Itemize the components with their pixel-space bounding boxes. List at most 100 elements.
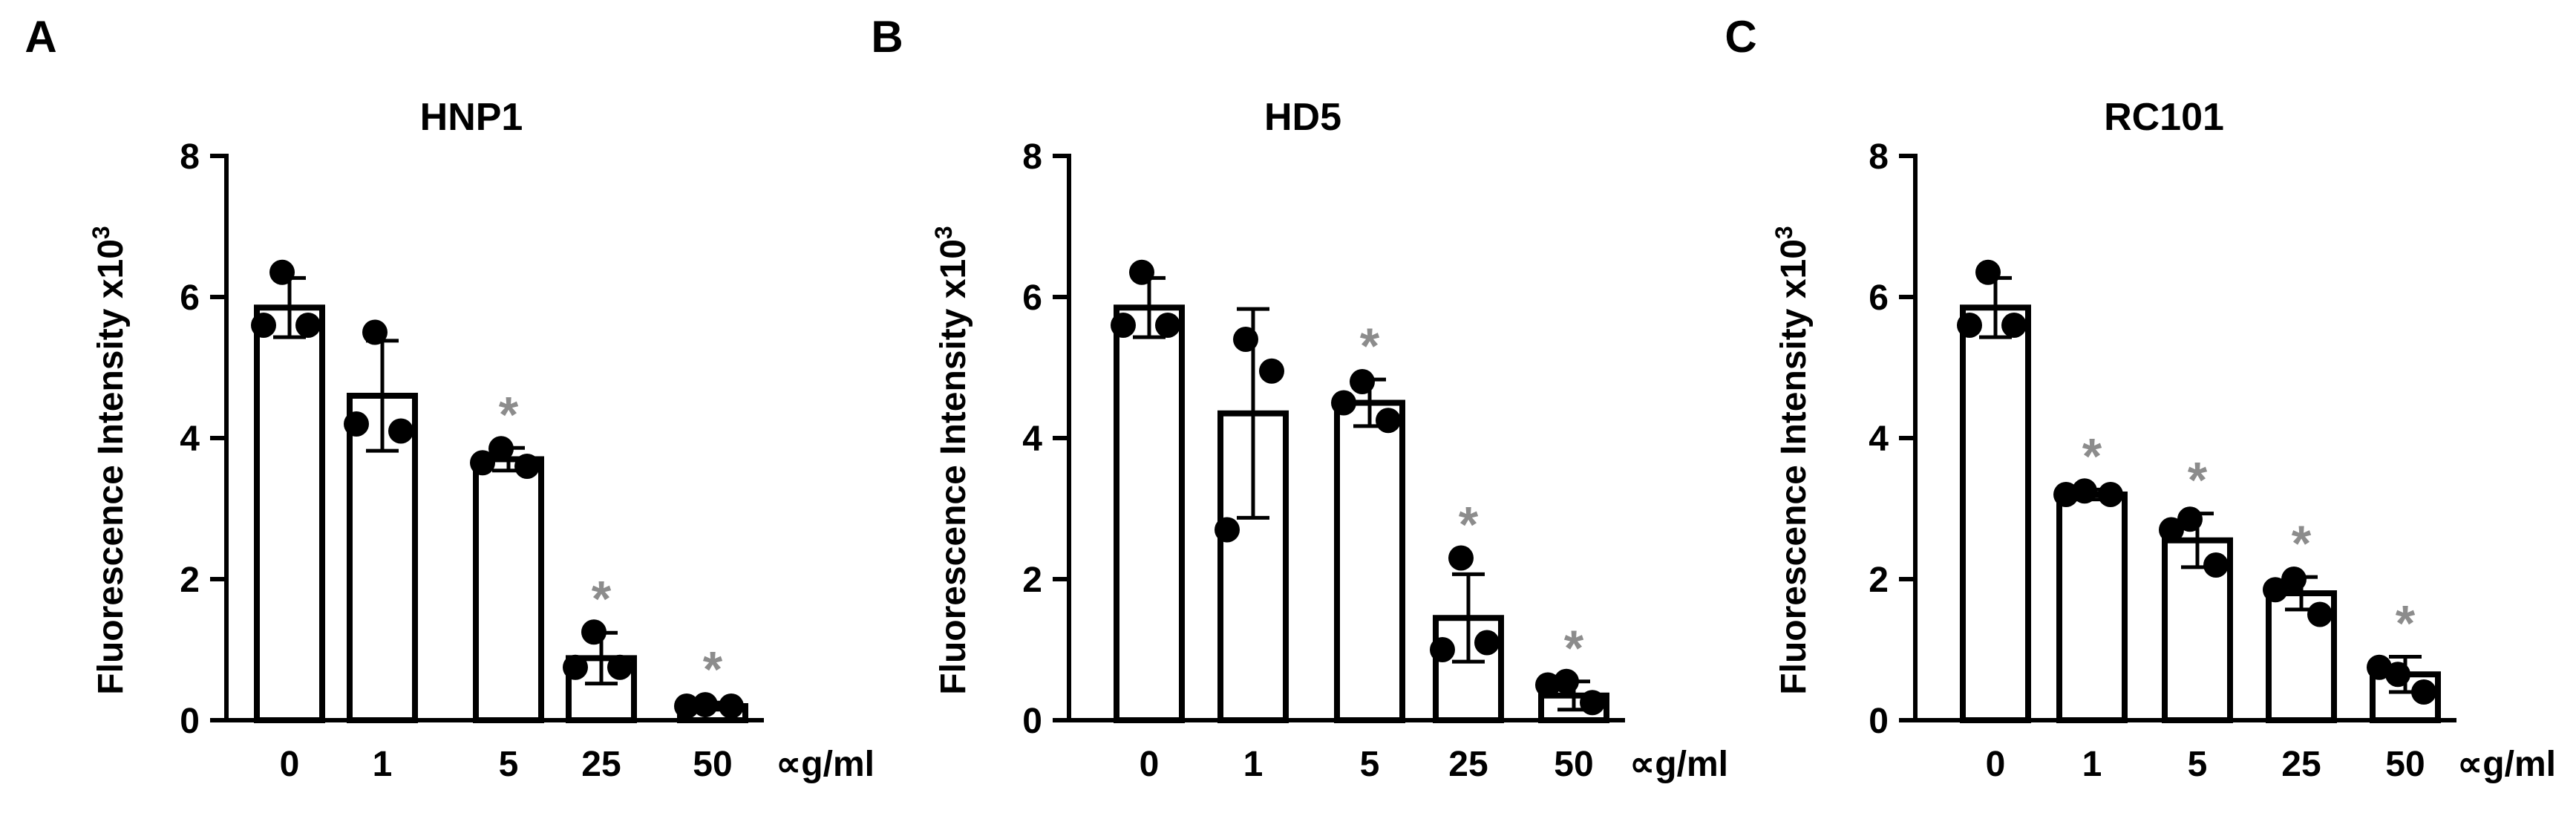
y-axis-title: Fluorescence Intensity x103: [88, 226, 131, 694]
data-point: [1155, 313, 1180, 338]
data-point: [269, 259, 295, 285]
data-point: [344, 411, 369, 437]
y-axis-title-text: Fluorescence Intensity x10: [91, 239, 131, 695]
chart-title: RC101: [2104, 96, 2224, 139]
significance-star: *: [703, 641, 723, 697]
significance-star: *: [2188, 452, 2208, 509]
bar: [1334, 399, 1405, 723]
data-point: [2001, 313, 2027, 338]
chart-title: HNP1: [420, 96, 523, 139]
data-point: [1129, 259, 1154, 285]
x-tick-label: 25: [1448, 745, 1488, 784]
y-axis-title-text: Fluorescence Intensity x10: [934, 239, 973, 695]
chart-title: HD5: [1264, 96, 1341, 139]
panel-label: B: [871, 12, 903, 62]
data-point: [2307, 601, 2333, 627]
x-tick-label: 50: [693, 745, 732, 784]
data-point: [488, 436, 514, 462]
significance-star: *: [2292, 515, 2312, 572]
significance-star: *: [2396, 595, 2416, 652]
data-point: [2263, 577, 2288, 603]
data-point: [1430, 637, 1455, 662]
significance-star: *: [1360, 318, 1380, 374]
data-point: [1975, 259, 2001, 285]
data-point: [693, 692, 718, 718]
bar: [2162, 537, 2233, 723]
y-axis-title: Fluorescence Intensity x103: [930, 226, 973, 694]
x-tick-label: 25: [2281, 745, 2321, 784]
x-tick-label: 50: [1554, 745, 1593, 784]
data-point: [2053, 482, 2079, 507]
y-tick-label: 4: [1869, 420, 1889, 459]
y-tick-label: 8: [1022, 137, 1042, 177]
panel-a: A HNP1 Fluorescence Intensity x103 0 2 4 6 8 0 1 *…: [24, 12, 875, 784]
data-point: [1259, 358, 1284, 384]
y-tick-label: 0: [180, 702, 200, 741]
panel-c: C RC101 Fluorescence Intensity x103 0 2 4 6 8 0 *…: [1725, 12, 2556, 784]
x-tick-label: 1: [373, 745, 393, 784]
data-point: [1957, 313, 1982, 338]
y-axis-title-superscript: 3: [88, 226, 114, 239]
data-point: [514, 454, 540, 479]
x-unit-label: ∝g/ml: [2457, 745, 2556, 784]
y-axis-title-superscript: 3: [930, 226, 957, 239]
data-point: [719, 693, 744, 719]
y-tick-label: 6: [1869, 278, 1889, 318]
y-tick-label: 4: [180, 420, 200, 459]
x-tick-label: 0: [1986, 745, 2006, 784]
data-point: [1111, 313, 1136, 338]
data-point: [581, 619, 607, 645]
significance-star: *: [592, 570, 612, 627]
data-point: [362, 319, 388, 345]
bar: [473, 456, 544, 723]
x-tick-label: 1: [1243, 745, 1264, 784]
data-point: [388, 418, 413, 444]
y-tick-label: 8: [1869, 137, 1889, 177]
x-unit-label: ∝g/ml: [776, 745, 875, 784]
panel-label: C: [1725, 12, 1756, 62]
significance-star: *: [2082, 428, 2102, 484]
y-tick-label: 8: [180, 137, 200, 177]
data-point: [2411, 679, 2436, 705]
data-point: [295, 313, 321, 338]
x-tick-label: 1: [2082, 745, 2102, 784]
bar: [2056, 492, 2128, 723]
y-tick-label: 4: [1022, 420, 1042, 459]
panel-label: A: [24, 12, 56, 62]
x-tick-label: 5: [1360, 745, 1380, 784]
y-tick-label: 6: [1022, 278, 1042, 318]
bar: [1960, 304, 2031, 723]
y-axis-title-text: Fluorescence Intensity x10: [1774, 239, 1814, 695]
data-point: [2203, 552, 2229, 578]
data-point: [674, 693, 699, 719]
data-point: [2177, 506, 2203, 532]
data-point: [470, 450, 495, 476]
x-tick-label: 5: [499, 745, 519, 784]
x-tick-label: 25: [581, 745, 621, 784]
y-axis-title-superscript: 3: [1771, 226, 1797, 239]
panel-b: B HD5 Fluorescence Intensity x103 0 2 4 6 8 0 1 * 5…: [871, 12, 1728, 784]
x-tick-label: 0: [280, 745, 300, 784]
data-point: [1350, 369, 1375, 394]
x-tick-label: 50: [2385, 745, 2425, 784]
y-tick-label: 2: [1022, 561, 1042, 600]
data-point: [607, 654, 632, 680]
y-tick-label: 0: [1869, 702, 1889, 741]
data-point: [1376, 408, 1401, 434]
data-point: [1474, 630, 1500, 656]
data-point: [2159, 517, 2184, 543]
data-point: [2367, 654, 2392, 680]
y-axis-title: Fluorescence Intensity x103: [1771, 226, 1814, 694]
x-tick-label: 5: [2188, 745, 2208, 784]
y-tick-label: 6: [180, 278, 200, 318]
data-point: [563, 654, 588, 680]
data-point: [1331, 390, 1356, 416]
bar: [1114, 304, 1185, 723]
significance-star: *: [499, 386, 519, 443]
data-point: [2281, 567, 2307, 592]
data-point: [1535, 672, 1560, 698]
data-point: [1448, 545, 1474, 571]
data-point: [1215, 517, 1240, 543]
data-point: [1233, 327, 1258, 352]
